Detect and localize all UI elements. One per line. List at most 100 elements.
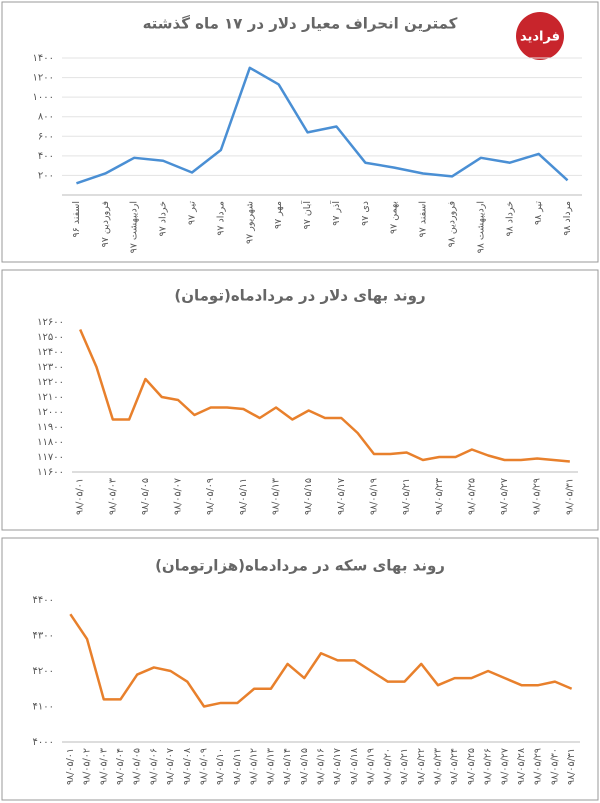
y-tick-label: ۱۱۸۰۰ — [37, 437, 64, 448]
x-tick-label: ۹۸/۰۵/۰۲ — [82, 748, 93, 785]
x-tick-label: ۹۸/۰۵/۳۱ — [566, 748, 577, 785]
y-tick-label: ۱۱۶۰۰ — [37, 467, 64, 478]
y-tick-label: ۴۰۰۰ — [33, 737, 54, 748]
x-tick-label: ۹۸/۰۵/۰۸ — [182, 748, 193, 785]
x-tick-label: ۹۸/۰۵/۱۱ — [238, 478, 249, 515]
line-series — [76, 66, 569, 185]
x-tick-label: ۹۸/۰۵/۱۵ — [303, 478, 314, 515]
x-tick-label: ۹۸/۰۵/۲۸ — [516, 748, 527, 785]
panel-frame — [1, 1, 599, 263]
x-tick-label: ۹۸/۰۵/۰۷ — [173, 478, 184, 515]
x-tick-label: ۹۸/۰۵/۲۳ — [432, 748, 443, 785]
x-tick-label: شهریور ۹۷ — [244, 201, 255, 244]
x-tick-label: ۹۸/۰۵/۱۴ — [282, 748, 293, 785]
x-tick-label: ۹۸/۰۵/۲۷ — [499, 478, 510, 515]
y-tick-label: ۴۱۰۰ — [33, 702, 54, 713]
x-tick-label: ۹۸/۰۵/۲۵ — [466, 748, 477, 785]
x-tick-label: ۹۸/۰۵/۱۹ — [366, 748, 377, 785]
x-tick-label: ۹۸/۰۵/۰۶ — [148, 748, 159, 785]
x-tick-label: ۹۸/۰۵/۱۱ — [232, 748, 243, 785]
x-tick-label: ۹۸/۰۵/۰۵ — [140, 478, 151, 515]
y-tick-label: ۱۲۲۰۰ — [37, 377, 64, 388]
x-tick-label: ۹۸/۰۵/۰۳ — [107, 478, 118, 515]
x-tick-label: ۹۸/۰۵/۳۰ — [549, 748, 560, 785]
x-tick-label: ۹۸/۰۵/۲۵ — [466, 478, 477, 515]
x-tick-label: ۹۸/۰۵/۰۱ — [75, 478, 86, 515]
chart-title: کمترین انحراف معیار دلار در ۱۷ ماه گذشته — [143, 15, 458, 33]
x-tick-label: فروردین ۹۷ — [100, 201, 111, 247]
x-tick-label: ۹۸/۰۵/۳۱ — [564, 478, 575, 515]
x-tick-label: ۹۸/۰۵/۲۲ — [416, 748, 427, 785]
x-tick-label: ۹۸/۰۵/۰۱ — [65, 748, 76, 785]
x-tick-label: ۹۸/۰۵/۱۷ — [332, 748, 343, 785]
x-tick-label: مرداد ۹۸ — [562, 201, 573, 236]
panel-frame — [1, 269, 599, 531]
y-tick-label: ۱۲۱۰۰ — [37, 392, 64, 403]
x-tick-label: ۹۸/۰۵/۲۶ — [483, 748, 494, 785]
x-tick-label: ۹۸/۰۵/۱۸ — [349, 748, 360, 785]
y-tick-label: ۱۴۰۰ — [33, 53, 54, 64]
x-tick-label: اسفند ۹۶ — [71, 201, 82, 238]
panel-frame — [1, 537, 599, 801]
y-tick-label: ۶۰۰ — [38, 131, 54, 142]
y-tick-label: ۱۲۶۰۰ — [37, 317, 64, 328]
y-tick-label: ۱۱۷۰۰ — [37, 452, 64, 463]
x-tick-label: ۹۸/۰۵/۰۷ — [165, 748, 176, 785]
x-tick-label: ۹۸/۰۵/۲۱ — [399, 748, 410, 785]
x-tick-label: مرداد ۹۷ — [215, 201, 226, 236]
x-tick-label: ۹۸/۰۵/۱۰ — [215, 748, 226, 785]
x-tick-label: خرداد ۹۷ — [158, 201, 169, 237]
x-tick-label: ۹۸/۰۵/۰۹ — [199, 748, 210, 785]
y-tick-label: ۴۲۰۰ — [33, 666, 54, 677]
y-tick-label: ۴۴۰۰ — [33, 595, 54, 606]
x-tick-label: آبان ۹۷ — [300, 201, 313, 230]
x-tick-label: ۹۸/۰۵/۰۹ — [205, 478, 216, 515]
x-tick-label: ۹۸/۰۵/۰۴ — [115, 748, 126, 785]
x-tick-label: ۹۸/۰۵/۱۳ — [265, 748, 276, 785]
chart-title: روند بهای دلار در مردادماه(تومان) — [174, 287, 425, 305]
line-series — [69, 613, 573, 708]
y-tick-label: ۱۲۴۰۰ — [37, 347, 64, 358]
y-tick-label: ۱۲۰۰۰ — [37, 407, 64, 418]
x-tick-label: ۹۸/۰۵/۲۹ — [533, 748, 544, 785]
x-tick-label: ۹۸/۰۵/۰۳ — [98, 748, 109, 785]
y-tick-label: ۱۲۰۰ — [33, 73, 54, 84]
x-tick-label: ۹۸/۰۵/۱۷ — [336, 478, 347, 515]
x-tick-label: ۹۸/۰۵/۲۷ — [499, 748, 510, 785]
logo-text: فرادید — [520, 30, 560, 45]
chart-title: روند بهای سکه در مردادماه(هزارتومان) — [155, 557, 445, 575]
x-tick-label: اسفند ۹۷ — [418, 201, 429, 238]
x-tick-label: ۹۸/۰۵/۱۲ — [249, 748, 260, 785]
x-tick-label: ۹۸/۰۵/۲۳ — [434, 478, 445, 515]
logo-badge — [516, 12, 564, 60]
x-tick-label: اردیبهشت ۹۷ — [129, 201, 140, 253]
x-tick-label: ۹۸/۰۵/۱۵ — [299, 748, 310, 785]
x-tick-label: مهر ۹۷ — [273, 201, 284, 229]
x-tick-label: ۹۸/۰۵/۱۳ — [271, 478, 282, 515]
y-tick-label: ۴۳۰۰ — [33, 631, 54, 642]
x-tick-label: ۹۸/۰۵/۲۰ — [382, 748, 393, 785]
x-tick-label: ۹۸/۰۵/۱۶ — [316, 748, 327, 785]
x-tick-label: ۹۸/۰۵/۲۴ — [449, 748, 460, 785]
x-tick-label: ۹۸/۰۵/۱۹ — [368, 478, 379, 515]
line-series — [79, 329, 570, 463]
x-tick-label: فروردین ۹۸ — [447, 201, 458, 247]
x-tick-label: دی ۹۷ — [360, 201, 371, 226]
x-tick-label: خرداد ۹۸ — [504, 201, 515, 237]
x-tick-label: اردیبهشت ۹۸ — [475, 201, 486, 253]
x-tick-label: ۹۸/۰۵/۲۹ — [532, 478, 543, 515]
y-tick-label: ۱۲۵۰۰ — [37, 332, 64, 343]
x-tick-label: آذر ۹۷ — [329, 201, 342, 226]
y-tick-label: ۱۱۹۰۰ — [37, 422, 64, 433]
x-tick-label: ۹۸/۰۵/۲۱ — [401, 478, 412, 515]
x-tick-label: ۹۸/۰۵/۰۵ — [132, 748, 143, 785]
x-tick-label: تیر ۹۷ — [187, 201, 198, 225]
y-tick-label: ۴۰۰ — [38, 151, 54, 162]
y-tick-label: ۱۲۳۰۰ — [37, 362, 64, 373]
y-tick-label: ۸۰۰ — [38, 112, 54, 123]
x-tick-label: بهمن ۹۷ — [389, 201, 400, 234]
y-tick-label: ۲۰۰ — [38, 170, 54, 181]
y-tick-label: ۱۰۰۰ — [33, 92, 54, 103]
